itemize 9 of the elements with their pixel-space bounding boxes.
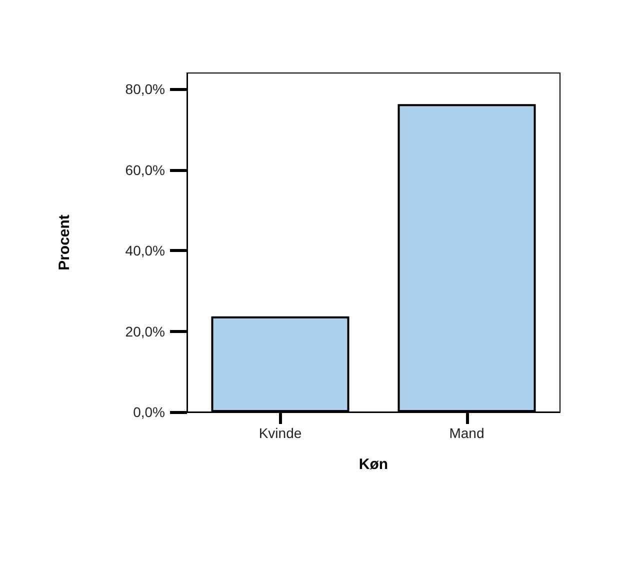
y-tick-label: 40,0%	[125, 242, 165, 259]
y-tick-label: 0,0%	[133, 404, 165, 420]
y-tick-label: 20,0%	[125, 323, 165, 340]
y-tick-label: 80,0%	[125, 81, 165, 98]
x-axis-title: Køn	[358, 456, 388, 473]
y-tick-label: 60,0%	[125, 162, 165, 178]
x-tick-label: Mand	[449, 425, 484, 441]
x-tick-label: Kvinde	[258, 425, 302, 441]
y-axis-title: Procent	[56, 214, 73, 270]
